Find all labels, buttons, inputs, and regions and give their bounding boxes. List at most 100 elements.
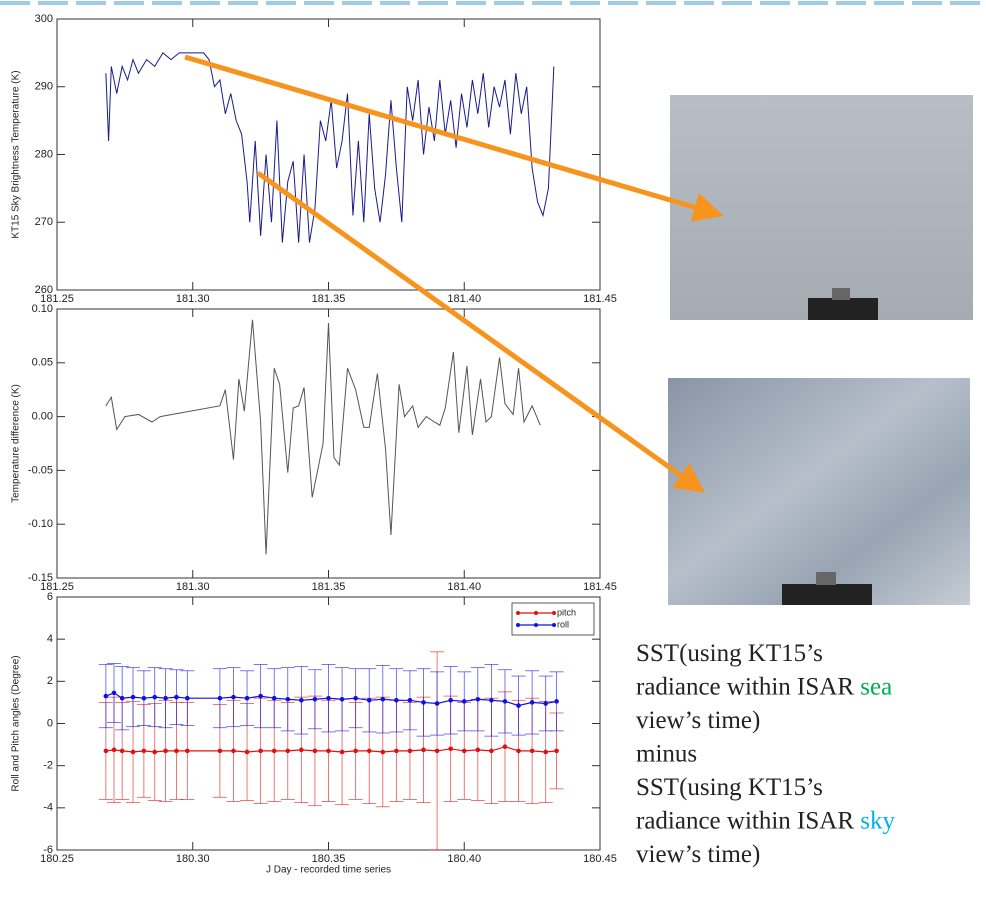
y-axis-label: Temperature difference (K) — [11, 384, 22, 503]
legend-label: roll — [557, 619, 569, 629]
x-tick-label: 180.35 — [312, 853, 346, 865]
y-tick-label: 280 — [35, 148, 53, 160]
data-point — [141, 748, 147, 754]
data-point — [174, 694, 179, 700]
data-point — [502, 699, 508, 704]
x-axis-label: J Day - recorded time series — [266, 865, 391, 876]
data-point — [380, 749, 386, 755]
data-point — [285, 696, 291, 702]
y-tick-label: -4 — [43, 802, 53, 814]
y-tick-label: 0.10 — [32, 303, 53, 315]
data-point — [554, 699, 559, 704]
caption-line: minus — [636, 740, 697, 767]
data-point — [394, 748, 399, 754]
photo-overcast — [670, 95, 973, 320]
data-point — [271, 695, 277, 701]
y-tick-label: 300 — [35, 13, 53, 25]
data-point — [312, 696, 318, 702]
data-point — [448, 746, 453, 752]
data-point — [185, 748, 190, 754]
data-point — [285, 748, 291, 754]
y-tick-label: 290 — [35, 81, 53, 93]
data-point — [271, 748, 277, 754]
data-point — [185, 695, 190, 701]
data-line — [105, 52, 555, 243]
x-tick-label: 181.40 — [447, 581, 481, 593]
data-point — [543, 749, 548, 755]
data-point — [421, 747, 426, 753]
data-point — [366, 698, 372, 703]
y-tick-label: 0.00 — [32, 411, 53, 423]
y-tick-label: 0.05 — [32, 357, 53, 369]
caption-text: SST(using KT15’s — [636, 774, 823, 801]
data-point — [152, 694, 158, 700]
caption-text: minus — [636, 740, 697, 767]
data-point — [434, 748, 440, 754]
data-point — [231, 748, 236, 754]
legend-marker — [516, 611, 520, 615]
photo-cloudy — [668, 378, 970, 605]
data-point — [111, 690, 117, 696]
y-tick-label: -0.15 — [28, 572, 53, 584]
data-point — [461, 699, 467, 704]
x-tick-label: 181.25 — [40, 581, 74, 593]
y-tick-label: -6 — [43, 844, 53, 856]
data-point — [448, 698, 453, 703]
x-tick-label: 180.25 — [40, 853, 74, 865]
data-point — [174, 748, 179, 754]
data-point — [434, 701, 440, 706]
data-point — [554, 748, 559, 754]
data-point — [163, 748, 168, 754]
data-point — [489, 748, 494, 754]
y-axis-label: KT15 Sky Brightness Temperature (K) — [11, 70, 22, 238]
data-point — [516, 748, 521, 754]
legend-marker — [534, 611, 538, 615]
data-point — [152, 749, 158, 755]
x-tick-label: 181.30 — [176, 581, 210, 593]
data-point — [217, 748, 223, 754]
y-tick-label: 4 — [47, 633, 53, 645]
data-point — [312, 748, 318, 754]
x-tick-label: 181.40 — [447, 293, 481, 305]
caption-text: view’s time) — [636, 841, 760, 868]
legend-marker — [534, 623, 538, 627]
data-point — [130, 749, 136, 755]
y-tick-label: 270 — [35, 216, 53, 228]
data-point — [407, 748, 413, 754]
data-point — [543, 701, 548, 706]
data-point — [141, 695, 147, 701]
data-point — [231, 694, 236, 700]
data-point — [475, 696, 481, 702]
data-point — [353, 695, 358, 701]
y-tick-label: -2 — [43, 760, 53, 772]
data-point — [163, 695, 168, 701]
y-tick-label: 0 — [47, 717, 53, 729]
x-tick-label: 181.30 — [176, 293, 210, 305]
data-line — [105, 692, 557, 707]
caption-line: view’s time) — [636, 841, 760, 868]
caption-text: view’s time) — [636, 707, 760, 734]
data-point — [119, 695, 125, 701]
x-tick-label: 180.45 — [583, 853, 617, 865]
data-point — [516, 703, 521, 708]
legend-label: pitch — [557, 607, 576, 617]
caption: SST(using KT15’s radiance within ISAR sea… — [636, 640, 895, 868]
data-point — [353, 748, 358, 754]
data-point — [111, 747, 117, 753]
caption-line: radiance within ISAR sea — [636, 673, 892, 700]
data-point — [119, 748, 125, 754]
x-tick-label: 181.25 — [40, 293, 74, 305]
caption-line: SST(using KT15’s — [636, 640, 823, 667]
data-point — [366, 748, 372, 754]
x-tick-label: 180.40 — [447, 853, 481, 865]
y-axis-label: Roll and Pitch angles (Degree) — [11, 655, 22, 791]
x-tick-label: 180.30 — [176, 853, 210, 865]
x-tick-label: 181.45 — [583, 293, 617, 305]
data-point — [326, 748, 331, 754]
x-tick-label: 181.45 — [583, 581, 617, 593]
y-tick-label: -0.10 — [28, 518, 53, 530]
plot-frame — [56, 308, 601, 579]
caption-text: SST(using KT15’s — [636, 640, 823, 667]
